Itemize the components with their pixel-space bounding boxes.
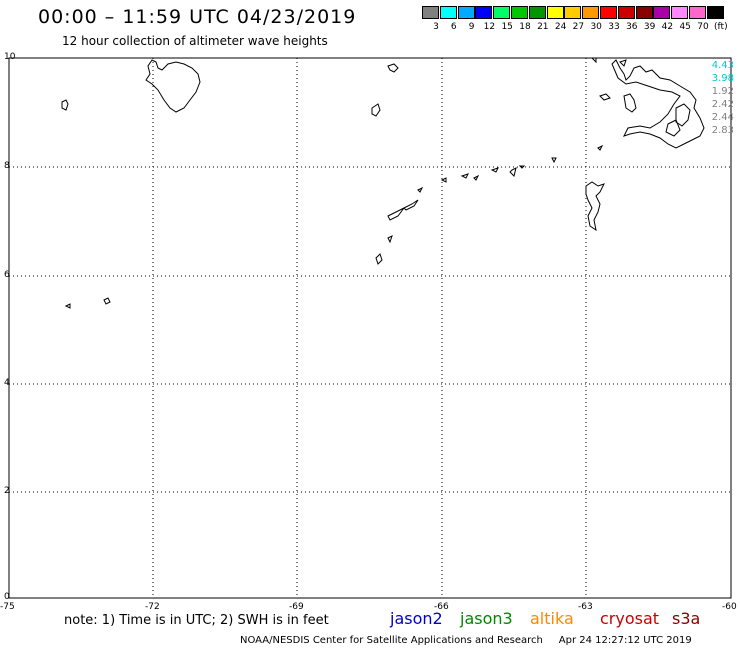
colorbar-label: (ft) [714,22,728,32]
colorbar-label: 6 [450,22,457,32]
colorbar-label: 36 [626,22,638,32]
y-tick-label: 10 [4,52,16,62]
colorbar-label: 45 [679,22,691,32]
colorbar-swatch [528,6,546,19]
satellite-label-jason2: jason2 [390,609,443,628]
x-tick-label: -63 [578,602,593,612]
colorbar-swatch [422,6,439,19]
y-tick-label: 8 [4,161,10,171]
colorbar-label: 24 [554,22,567,32]
y-tick-label: 4 [4,378,10,388]
plot-border [8,57,732,599]
x-tick-label: -69 [289,602,304,612]
colorbar-label: 21 [537,22,549,32]
colorbar-swatch [653,6,671,19]
colorbar-swatch [439,6,457,19]
colorbar-swatch [617,6,635,19]
satellite-label-s3a: s3a [672,609,701,628]
wave-height-label: 2.42 [711,99,734,110]
colorbar-label: 70 [697,22,709,32]
timestamp-text: Apr 24 12:27:12 UTC 2019 [558,635,692,646]
colorbar-swatch [582,6,600,19]
colorbar-swatch [457,6,475,19]
y-tick-label: 0 [4,592,10,602]
y-tick-label: 6 [4,270,10,280]
colorbar-swatch [600,6,617,19]
y-tick-label: 2 [4,486,10,496]
x-tick-label: -66 [434,602,449,612]
colorbar-swatch [475,6,493,19]
footer-note: note: 1) Time is in UTC; 2) SWH is in fe… [64,613,329,628]
colorbar-swatch [493,6,511,19]
colorbar-label: 27 [572,22,585,32]
wave-height-label: 2.83 [711,125,734,136]
wave-height-label: 3.98 [711,73,734,84]
colorbar-swatch [706,6,724,19]
colorbar-swatch [564,6,582,19]
colorbar-swatch [546,6,564,19]
satellite-label-jason3: jason3 [460,609,513,628]
map-title: 00:00 – 11:59 UTC 04/23/2019 [38,6,357,28]
colorbar-swatch [511,6,528,19]
wave-height-label: 2.44 [711,112,734,123]
colorbar-label: 3 [433,22,439,32]
gridlines [9,58,731,598]
colorbar-label: 12 [483,22,496,32]
colorbar-label: 9 [468,22,475,32]
colorbar-label: 39 [643,22,656,32]
wave-height-label: 4.43 [711,60,734,71]
credit-text: NOAA/NESDIS Center for Satellite Applica… [240,635,543,646]
colorbar-swatch [689,6,706,19]
wave-height-label: 1.92 [711,86,734,97]
x-tick-label: -75 [0,602,15,612]
colorbar-label: 42 [661,22,674,32]
colorbar-label: 15 [501,22,513,32]
x-tick-label: -72 [145,602,160,612]
colorbar-label: 18 [519,22,531,32]
satellite-label-cryosat: cryosat [600,609,660,628]
footer-credit: NOAA/NESDIS Center for Satellite Applica… [240,635,692,646]
coastlines [61,57,705,309]
satellite-label-altika: altika [530,609,574,628]
x-tick-label: -60 [722,602,737,612]
colorbar-label: 33 [608,22,620,32]
colorbar-swatch [671,6,689,19]
map-subtitle: 12 hour collection of altimeter wave hei… [62,34,328,48]
colorbar-label: 30 [590,22,602,32]
colorbar-swatch [635,6,653,19]
